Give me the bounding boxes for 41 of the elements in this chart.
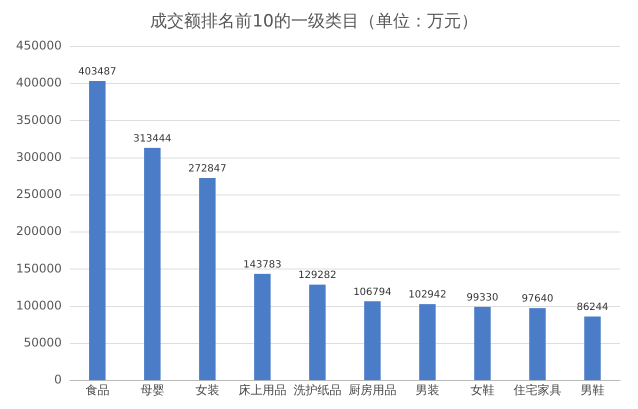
- y-tick-label: 200000: [16, 224, 62, 238]
- y-tick-label: 150000: [16, 261, 62, 276]
- bar: [474, 306, 491, 380]
- x-tick-label: 男装: [415, 382, 440, 397]
- data-label: 313444: [133, 133, 172, 144]
- bar: [89, 80, 106, 380]
- y-tick-label: 50000: [24, 336, 62, 350]
- data-label: 272847: [188, 164, 226, 175]
- bar: [529, 308, 546, 380]
- x-tick-label: 食品: [85, 382, 110, 397]
- data-label: 97640: [522, 294, 554, 305]
- x-tick-label: 女鞋: [470, 382, 494, 397]
- bar: [254, 274, 271, 380]
- x-tick-label: 洗护纸品: [293, 382, 342, 397]
- x-tick-label: 床上用品: [238, 382, 286, 397]
- y-tick-label: 400000: [16, 76, 62, 90]
- bar: [309, 284, 326, 380]
- y-tick-label: 100000: [16, 298, 62, 312]
- y-tick-label: 0: [54, 372, 62, 387]
- data-label: 106794: [353, 286, 392, 298]
- bar: [199, 178, 216, 380]
- bar: [144, 148, 161, 380]
- x-tick-label: 男鞋: [580, 382, 604, 397]
- y-tick-label: 300000: [16, 150, 62, 164]
- bar: [364, 301, 381, 380]
- bar: [584, 316, 601, 380]
- data-label: 99330: [466, 292, 498, 304]
- x-tick-label: 女装: [195, 382, 220, 397]
- chart-title: 成交额排名前10的一级类目（单位：万元）: [150, 12, 478, 32]
- data-label: 129282: [298, 270, 336, 282]
- y-tick-label: 250000: [16, 187, 62, 202]
- x-tick-label: 母婴: [140, 382, 164, 397]
- data-label: 403487: [78, 66, 116, 78]
- data-label: 143783: [243, 259, 282, 270]
- x-tick-label: 厨房用品: [348, 382, 396, 397]
- data-label: 86244: [576, 302, 608, 314]
- bar: [419, 304, 436, 380]
- y-tick-label: 350000: [16, 112, 62, 127]
- x-tick-label: 住宅家具: [512, 382, 562, 397]
- data-label: 102942: [408, 290, 447, 301]
- y-tick-label: 450000: [16, 38, 62, 53]
